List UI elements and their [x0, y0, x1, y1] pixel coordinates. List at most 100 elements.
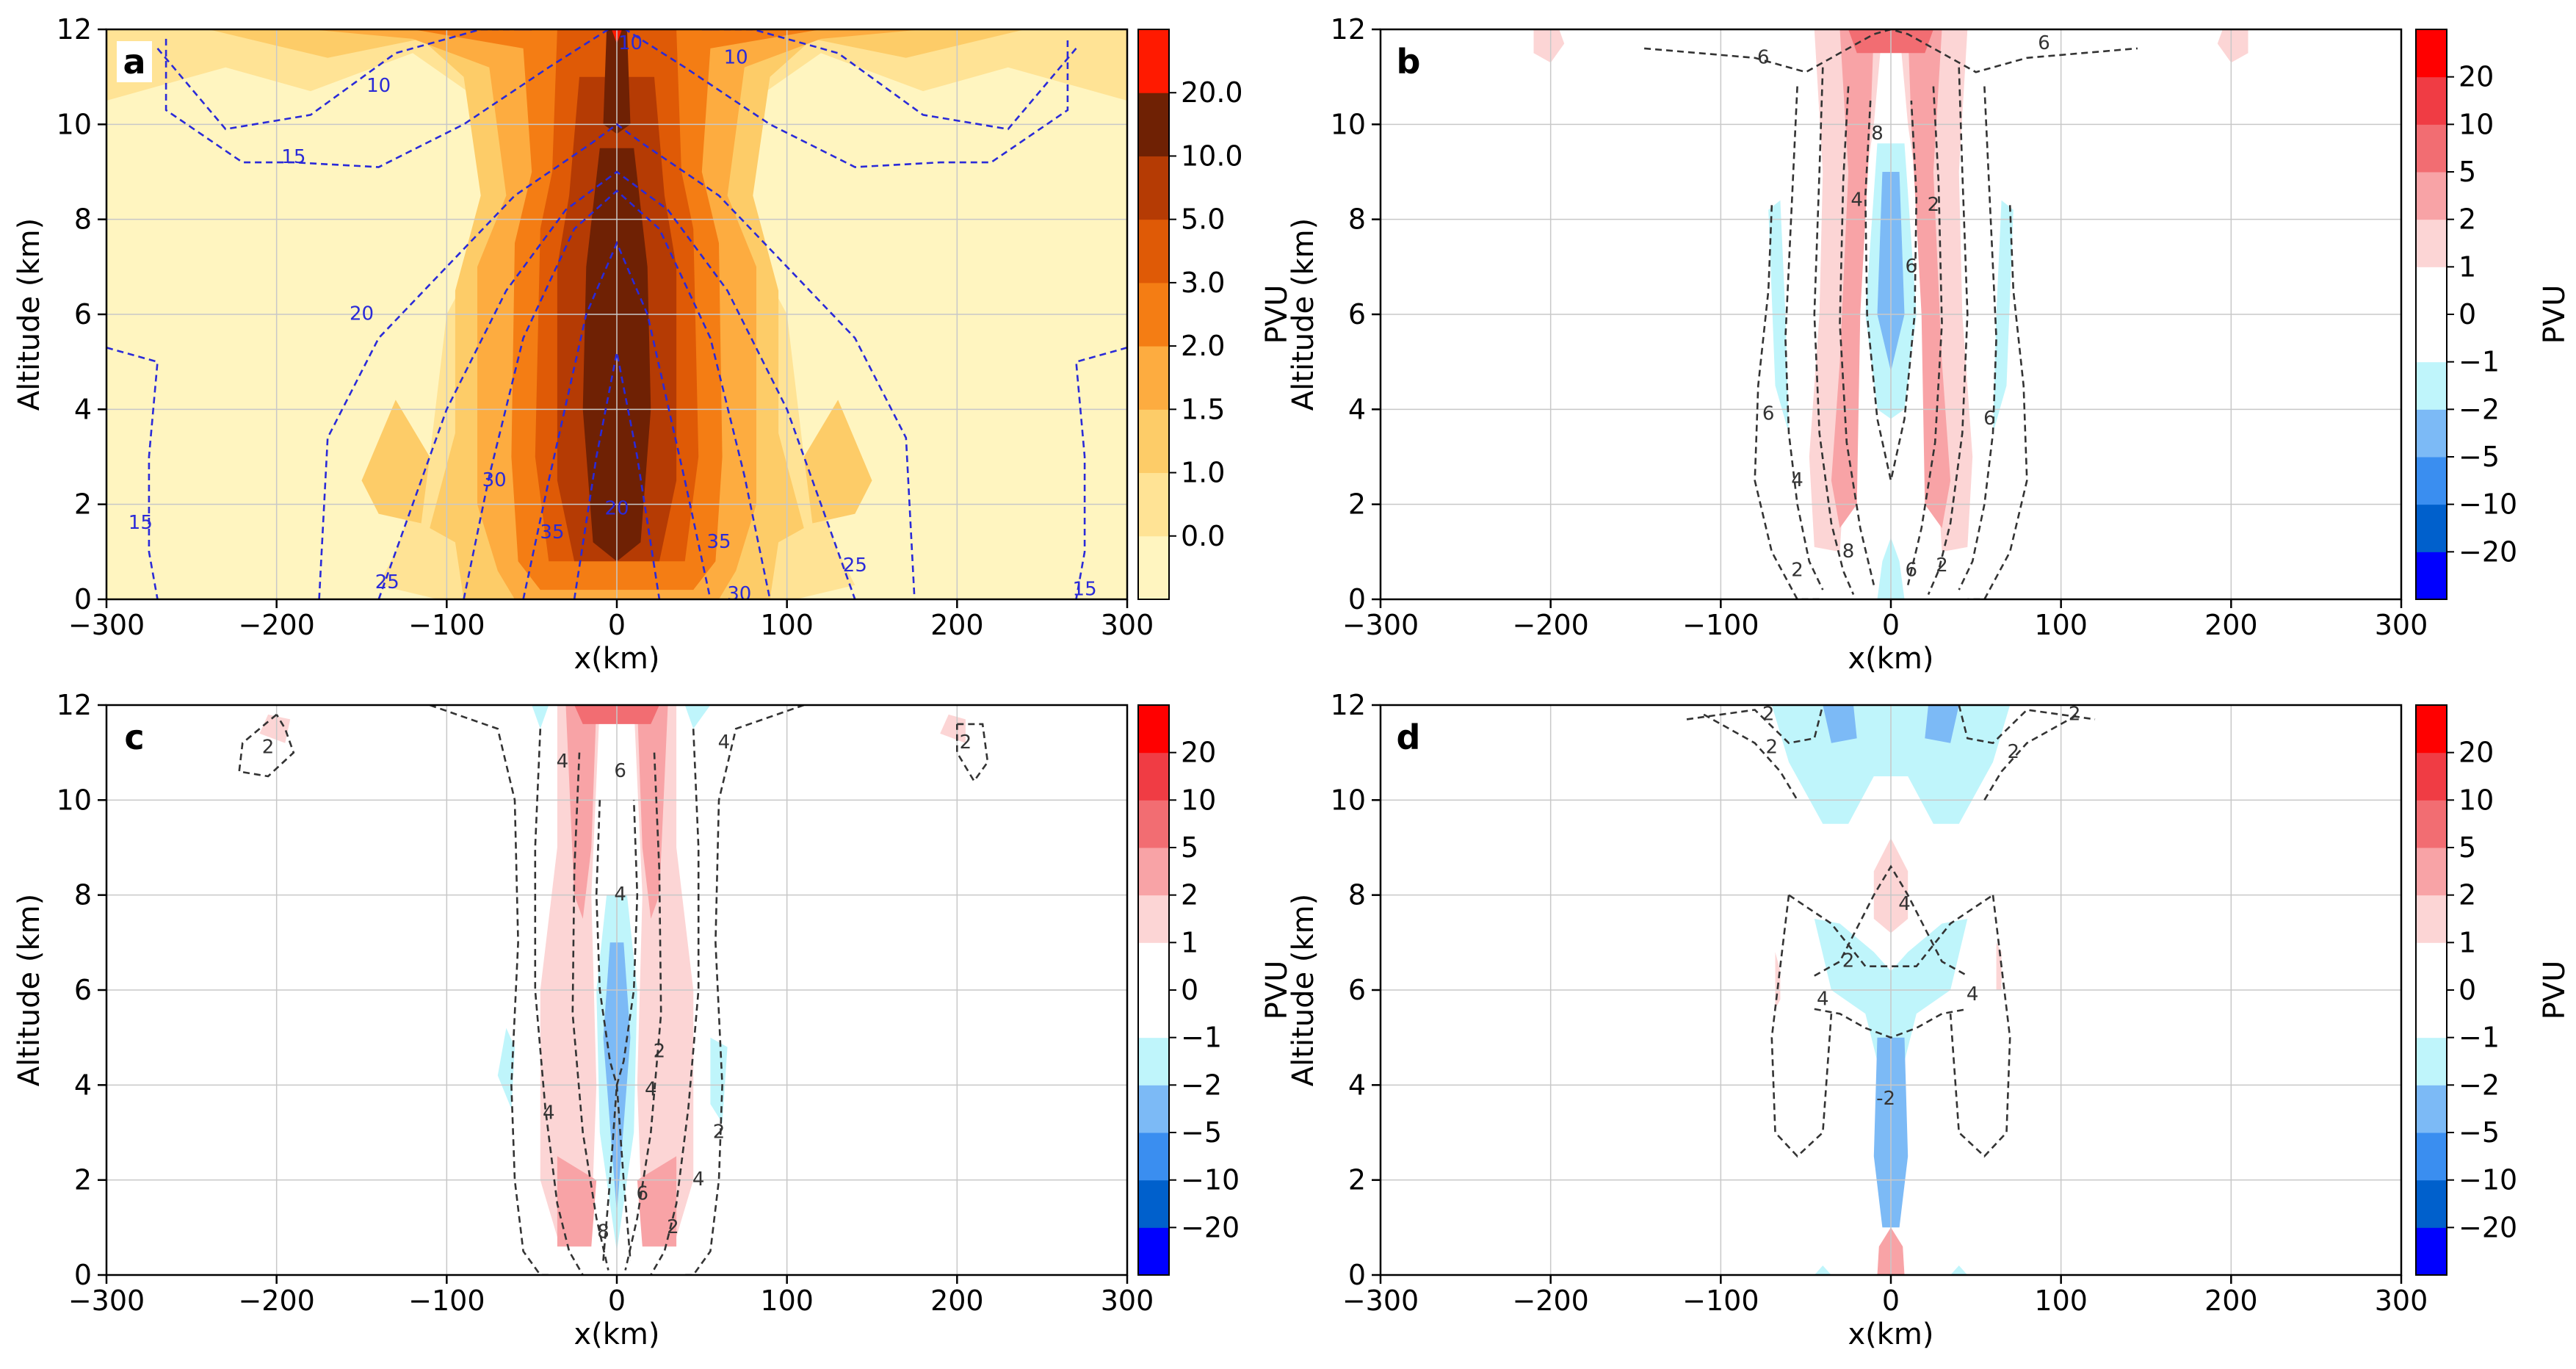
panel-tag-background	[117, 41, 152, 82]
colorbar-segment	[2416, 219, 2447, 267]
y-tick-label: 12	[57, 13, 92, 46]
x-tick-label: 200	[2204, 609, 2258, 641]
contour-line-2	[238, 713, 295, 778]
colorbar-segment	[1138, 29, 1169, 93]
colorbar-segment	[1138, 990, 1169, 1039]
colorbar-tick-label: 1.5	[1181, 393, 1225, 425]
colorbar-segment	[2416, 848, 2447, 896]
colorbar-segment	[1138, 93, 1169, 156]
colorbar-segment	[2416, 314, 2447, 363]
contour-label: 4	[645, 1078, 657, 1100]
contour-line-35	[522, 240, 712, 599]
field-level-2-left-lobe	[361, 400, 430, 524]
contour-label: 10	[618, 32, 643, 54]
y-tick-label: 2	[1348, 1164, 1366, 1196]
colorbar-tick-label: 5.0	[1181, 203, 1225, 236]
contour-label: 2	[667, 1216, 679, 1238]
contour-line-2	[1967, 205, 2028, 599]
x-tick-label: 200	[930, 1285, 984, 1317]
negative-top-left-core	[1823, 705, 1857, 743]
colorbar-tick-label: 2	[2459, 203, 2476, 236]
colorbar-tick-label: 2	[2459, 879, 2476, 911]
contour-line-4	[1958, 86, 1997, 590]
y-tick-label: 2	[74, 1164, 92, 1196]
contour-line-6	[571, 752, 609, 1271]
contour-line-2	[1770, 895, 1833, 1158]
contour-label: -2	[1876, 1088, 1895, 1110]
x-axis-label: x(km)	[1848, 1318, 1933, 1351]
gridlines	[1381, 29, 2401, 599]
colorbar-segment	[2416, 705, 2447, 754]
x-tick-label: −200	[1512, 1285, 1588, 1317]
x-tick-label: 200	[2204, 1285, 2258, 1317]
colorbar-segment	[1138, 752, 1169, 801]
colorbar-segment	[2416, 361, 2447, 410]
contour-line-2	[1958, 705, 2096, 745]
contour-label: 2	[713, 1121, 726, 1144]
colorbar-segment	[2416, 172, 2447, 220]
colorbar-tick-label: −10	[1181, 1164, 1240, 1196]
colorbar-segment	[1138, 1037, 1169, 1086]
contour-line-2	[1754, 205, 1823, 599]
y-tick-label: 0	[1348, 1259, 1366, 1291]
contour-label: 6	[1762, 402, 1775, 425]
x-tick-label: −200	[1512, 609, 1588, 641]
contour-label: 4	[1791, 469, 1803, 491]
colorbar-segment	[2416, 752, 2447, 801]
colorbar-segment	[1138, 705, 1169, 754]
colorbar-tick-label: −20	[2459, 535, 2517, 568]
contour-line-4	[1814, 864, 1968, 977]
y-tick-label: 0	[74, 1259, 92, 1291]
x-tick-label: 100	[760, 1285, 814, 1317]
colorbar-segment	[1138, 282, 1169, 347]
colorbar-tick-label: 20	[2459, 737, 2494, 769]
contour-label: 2	[654, 1041, 666, 1063]
contour-line-6	[1813, 67, 1855, 596]
contour-label: 30	[727, 583, 751, 605]
contour-label: 4	[543, 1102, 555, 1124]
x-tick-label: 100	[2034, 1285, 2088, 1317]
x-tick-label: −100	[408, 1285, 485, 1317]
x-tick-label: −300	[68, 1285, 145, 1317]
colorbar-segment	[1138, 895, 1169, 943]
x-axis-label: x(km)	[1848, 642, 1933, 676]
positive-core-right	[637, 705, 668, 919]
x-tick-label: 100	[760, 609, 814, 641]
colorbar-tick-label: −10	[2459, 488, 2517, 521]
negative-right-arm	[1993, 200, 2014, 433]
colorbar-segment	[1138, 535, 1169, 600]
colorbar-tick-label: 2	[1181, 879, 1198, 911]
x-tick-label: −100	[1682, 609, 1759, 641]
colorbar-segment	[1138, 942, 1169, 991]
contour-label: 4	[1850, 189, 1863, 211]
contour-line-2	[956, 723, 989, 783]
colorbar-segment	[1138, 848, 1169, 896]
contour-label: 8	[1871, 123, 1884, 145]
x-tick-label: −300	[1342, 609, 1419, 641]
contour-label: 2	[262, 737, 275, 759]
contour-line-8	[1839, 86, 1875, 585]
colorbar-segment	[1138, 800, 1169, 848]
negative-top-right-core	[1925, 705, 1959, 743]
colorbar-segment	[2416, 942, 2447, 991]
colorbar-segment	[1138, 1085, 1169, 1133]
contour-line-4	[534, 729, 584, 1275]
contour-label: 6	[636, 1183, 648, 1205]
colorbar-tick-label: 1	[2459, 250, 2476, 283]
contour-label: 2	[1936, 555, 1948, 577]
colorbar-segment	[2416, 29, 2447, 78]
y-tick-label: 2	[1348, 488, 1366, 521]
positive-base-left	[557, 1156, 597, 1247]
positive-core-left	[565, 705, 597, 919]
contour-line-10	[156, 29, 532, 131]
y-tick-label: 10	[1331, 784, 1366, 816]
contour-label: 35	[540, 521, 564, 543]
colorbar-segment	[1138, 1227, 1169, 1276]
panel-tag: d	[1397, 718, 1421, 757]
colorbar-tick-label: 0.0	[1181, 520, 1225, 552]
colorbar-segment	[1138, 219, 1169, 283]
colorbar-tick-label: 3.0	[1181, 267, 1225, 299]
contour-line-6	[624, 752, 662, 1271]
